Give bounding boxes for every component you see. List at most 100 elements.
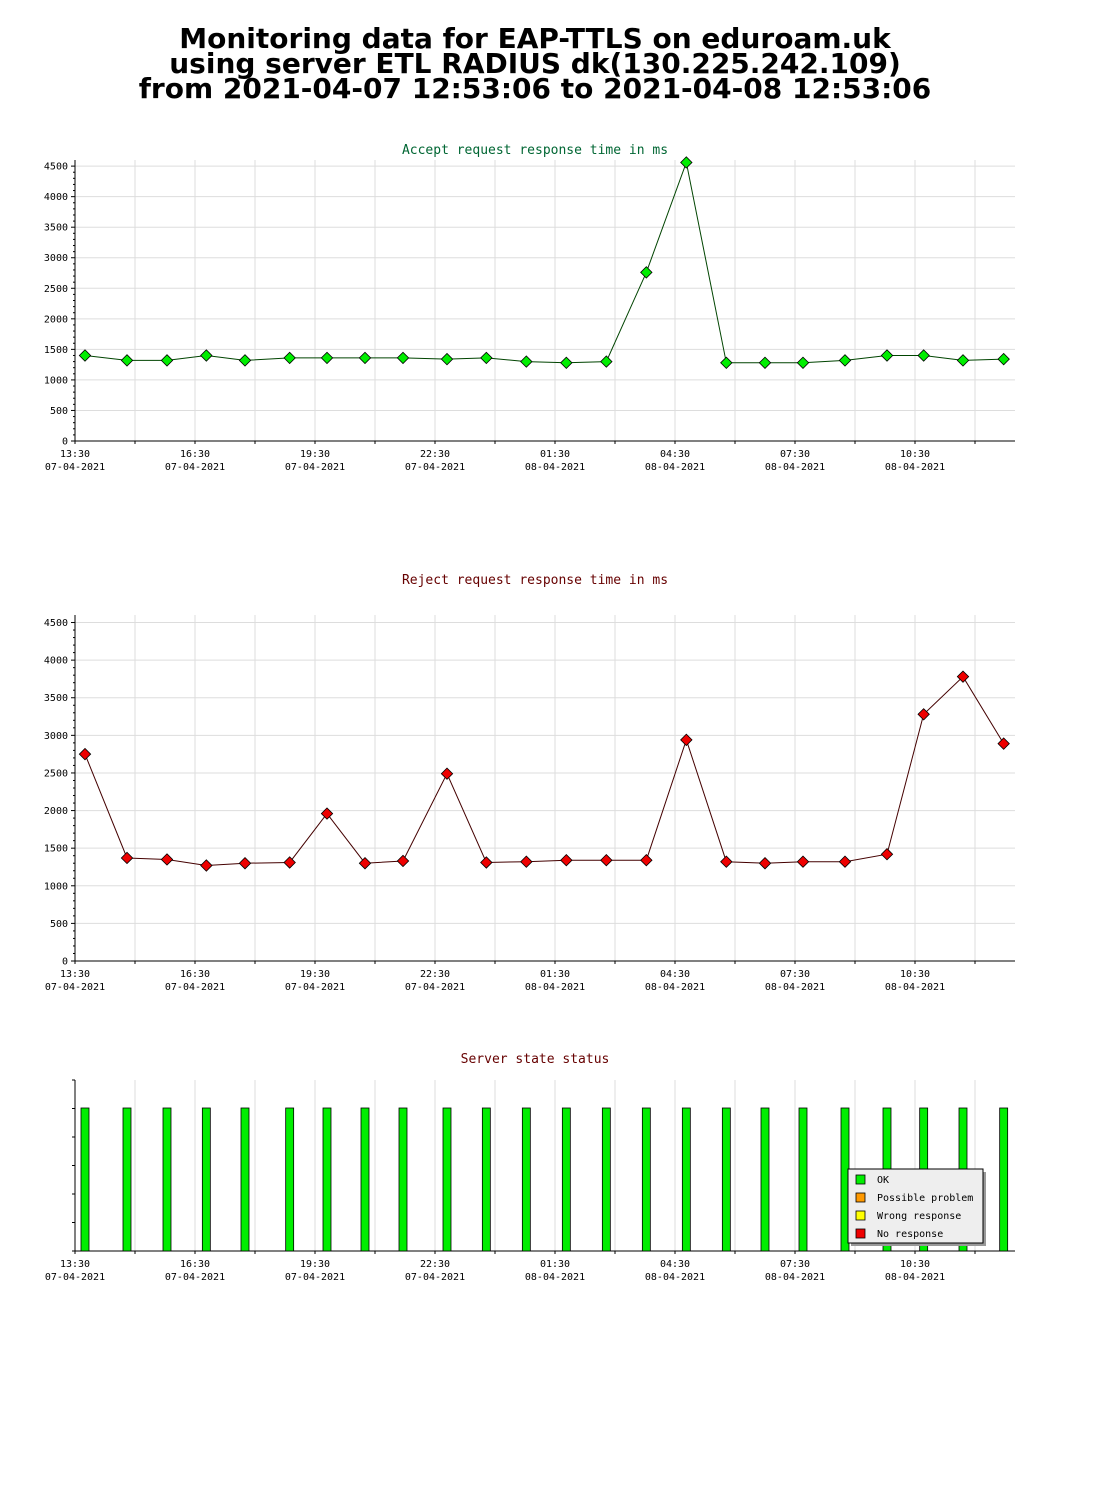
- legend-label: Possible problem: [877, 1193, 973, 1204]
- data-point: [396, 854, 410, 868]
- data-point: [917, 349, 930, 362]
- y-tick-label: 2500: [44, 284, 68, 295]
- x-tick-date: 07-04-2021: [285, 462, 345, 473]
- x-tick-time: 04:30: [660, 1259, 690, 1270]
- y-tick-label: 4500: [44, 618, 68, 629]
- legend-label: No response: [877, 1229, 943, 1240]
- y-tick-label: 3500: [44, 693, 68, 704]
- data-point: [358, 856, 372, 870]
- x-tick-date: 07-04-2021: [165, 462, 225, 473]
- data-point: [238, 856, 252, 870]
- data-point: [796, 356, 810, 370]
- status-bar: [360, 1107, 370, 1252]
- x-tick-time: 16:30: [180, 969, 210, 980]
- y-tick-label: 3000: [44, 253, 68, 264]
- status-bar: [80, 1107, 90, 1252]
- x-tick-time: 19:30: [300, 449, 330, 460]
- data-point: [600, 355, 613, 368]
- x-tick-time: 07:30: [780, 969, 810, 980]
- x-tick-date: 08-04-2021: [645, 462, 705, 473]
- x-tick-time: 13:30: [60, 449, 90, 460]
- data-point: [796, 855, 810, 868]
- y-tick-label: 2000: [44, 314, 68, 325]
- status-bar: [601, 1107, 611, 1252]
- x-tick-time: 16:30: [180, 1259, 210, 1270]
- legend-label: Wrong response: [877, 1211, 961, 1222]
- x-tick-time: 19:30: [300, 1259, 330, 1270]
- y-tick-label: 2500: [44, 768, 68, 779]
- data-point: [480, 856, 493, 869]
- x-tick-date: 08-04-2021: [645, 982, 705, 993]
- data-point: [956, 670, 970, 683]
- series-line: [84, 675, 1005, 866]
- x-tick-date: 08-04-2021: [525, 982, 585, 993]
- x-tick-time: 04:30: [660, 449, 690, 460]
- x-tick-date: 07-04-2021: [45, 462, 105, 473]
- legend-swatch: [855, 1174, 866, 1185]
- data-point: [880, 847, 894, 861]
- y-tick-label: 500: [50, 919, 68, 930]
- data-point: [880, 349, 894, 362]
- x-tick-date: 07-04-2021: [405, 982, 465, 993]
- x-tick-time: 01:30: [540, 449, 570, 460]
- data-point: [838, 855, 852, 868]
- data-point: [120, 354, 134, 367]
- data-point: [358, 351, 372, 365]
- status-bar: [162, 1107, 172, 1252]
- data-point: [997, 737, 1010, 750]
- data-point: [520, 355, 533, 368]
- title-line-1: Monitoring data for EAP-TTLS on eduroam.…: [179, 22, 891, 55]
- x-tick-date: 07-04-2021: [45, 1272, 105, 1283]
- x-tick-date: 08-04-2021: [765, 1272, 825, 1283]
- x-tick-date: 07-04-2021: [405, 1272, 465, 1283]
- y-tick-label: 4000: [44, 192, 68, 203]
- y-tick-label: 2000: [44, 806, 68, 817]
- data-point: [560, 853, 573, 867]
- x-tick-time: 10:30: [900, 1259, 930, 1270]
- x-tick-time: 13:30: [60, 1259, 90, 1270]
- status-bar: [240, 1107, 250, 1252]
- chart-title-1: Reject request response time in ms: [402, 573, 668, 588]
- data-point: [520, 855, 533, 868]
- status-bar: [681, 1107, 691, 1252]
- data-point: [956, 354, 970, 367]
- x-tick-time: 01:30: [540, 969, 570, 980]
- status-bar: [521, 1107, 531, 1252]
- x-tick-date: 07-04-2021: [285, 1272, 345, 1283]
- chart-title-0: Accept request response time in ms: [402, 143, 668, 158]
- status-bar: [322, 1107, 332, 1252]
- data-point: [997, 352, 1010, 366]
- data-point: [320, 807, 334, 820]
- data-point: [200, 859, 213, 872]
- y-tick-label: 1500: [44, 844, 68, 855]
- x-tick-time: 01:30: [540, 1259, 570, 1270]
- x-tick-date: 08-04-2021: [525, 462, 585, 473]
- y-tick-label: 0: [62, 957, 68, 968]
- data-point: [758, 856, 772, 870]
- data-point: [283, 856, 296, 869]
- x-tick-date: 08-04-2021: [885, 462, 945, 473]
- status-bar: [641, 1107, 651, 1252]
- status-bar: [122, 1107, 132, 1252]
- legend-box: [847, 1168, 984, 1244]
- x-tick-time: 16:30: [180, 449, 210, 460]
- chart-title-2: Server state status: [461, 1052, 610, 1067]
- status-bar: [561, 1107, 571, 1252]
- x-tick-time: 07:30: [780, 449, 810, 460]
- y-tick-label: 4000: [44, 656, 68, 667]
- x-tick-time: 10:30: [900, 449, 930, 460]
- data-point: [838, 354, 852, 367]
- legend-swatch: [855, 1192, 866, 1203]
- x-tick-time: 22:30: [420, 969, 450, 980]
- y-tick-label: 0: [62, 437, 68, 448]
- x-tick-date: 07-04-2021: [405, 462, 465, 473]
- status-bar: [285, 1107, 295, 1252]
- title-line-3: from 2021-04-07 12:53:06 to 2021-04-08 1…: [138, 72, 932, 105]
- status-bar: [481, 1107, 491, 1252]
- x-tick-date: 07-04-2021: [285, 982, 345, 993]
- data-point: [560, 356, 573, 370]
- status-bar: [721, 1107, 731, 1252]
- data-point: [396, 351, 410, 365]
- data-point: [640, 853, 653, 867]
